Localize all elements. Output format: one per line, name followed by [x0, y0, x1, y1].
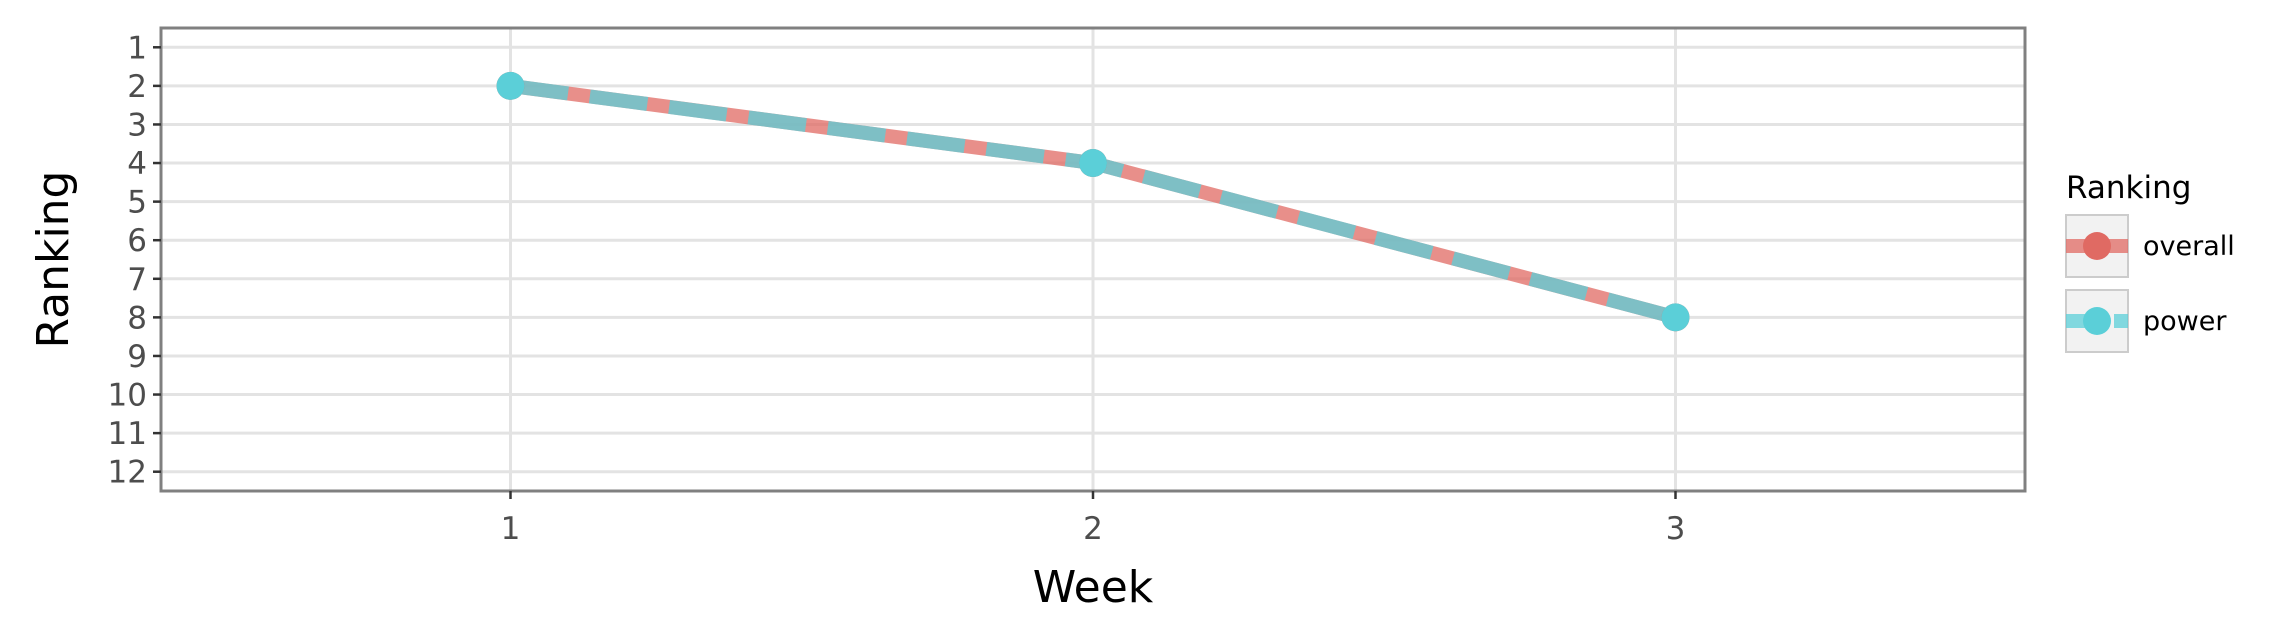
y-tick-label: 8: [127, 300, 147, 336]
series-layer: [496, 71, 1690, 332]
legend-items: overall power: [2065, 214, 2235, 353]
data-point-power: [1661, 303, 1690, 332]
y-tick-label: 6: [127, 223, 147, 259]
legend-point-overall: [2083, 232, 2111, 260]
y-tick-label: 5: [127, 185, 147, 221]
data-point-power: [496, 71, 525, 100]
y-tick-label: 11: [108, 416, 147, 452]
y-axis-title: Ranking: [28, 171, 79, 349]
legend-title: Ranking: [2066, 170, 2191, 206]
y-tick-label: 9: [127, 339, 147, 375]
y-tick-label: 2: [127, 69, 147, 105]
data-point-power: [1079, 149, 1107, 178]
x-axis-title: Week: [1033, 562, 1154, 613]
y-tick-label: 10: [108, 378, 147, 414]
x-tick-label: 1: [501, 511, 521, 547]
y-tick-label: 12: [108, 455, 147, 491]
legend-point-power: [2083, 307, 2111, 335]
y-tick-label: 3: [127, 107, 147, 143]
legend: Ranking overall power: [2065, 170, 2235, 353]
y-tick-label: 1: [127, 30, 147, 66]
legend-label-power: power: [2143, 306, 2227, 337]
y-tick-label: 7: [127, 262, 147, 298]
x-tick-label: 3: [1666, 511, 1686, 547]
x-tick-label: 2: [1083, 511, 1103, 547]
y-tick-label: 4: [127, 146, 147, 182]
legend-label-overall: overall: [2143, 231, 2235, 262]
gridlines: [161, 28, 2025, 491]
